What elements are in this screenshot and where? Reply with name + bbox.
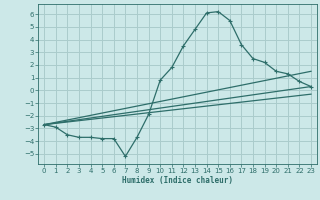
- X-axis label: Humidex (Indice chaleur): Humidex (Indice chaleur): [122, 176, 233, 185]
